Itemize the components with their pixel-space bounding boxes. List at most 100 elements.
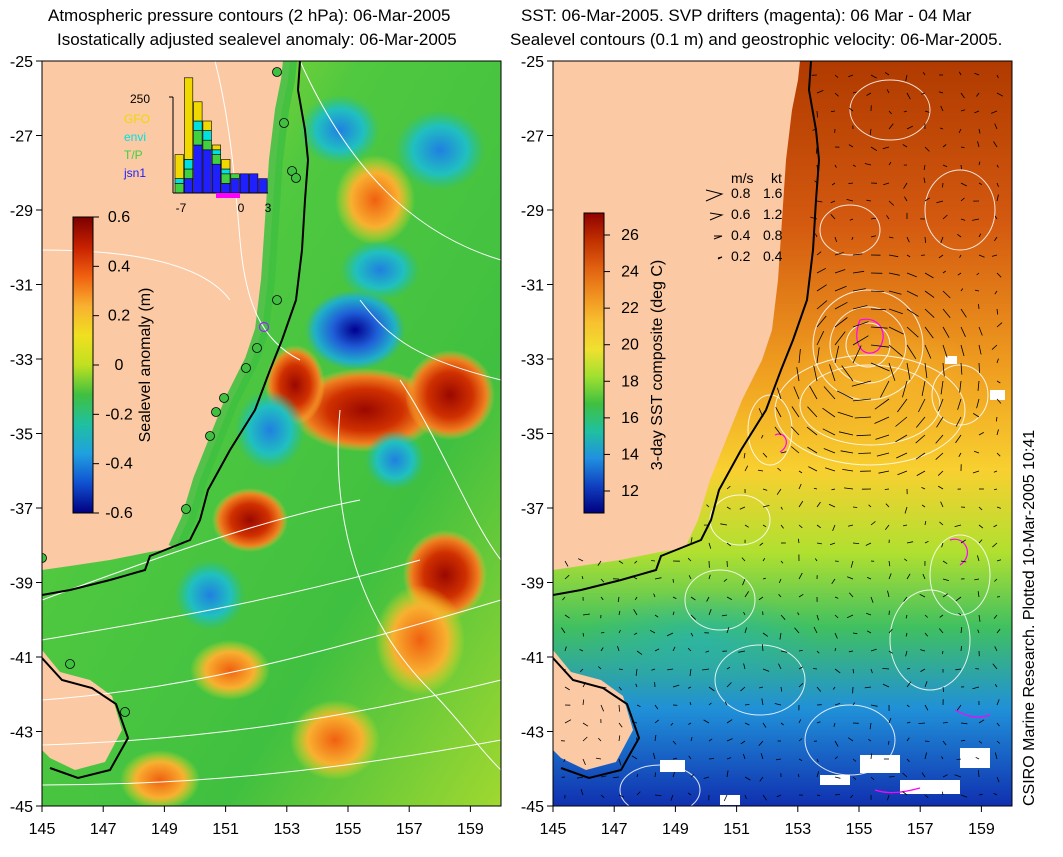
histogram-bar-jsn1 [239,173,249,194]
histogram-legend-label: GFO [124,112,150,126]
colorbar-tick-label: 0.4 [108,258,130,275]
lon-tick-label: 147 [601,821,628,838]
pressure-contours-left [42,61,501,786]
velocity-legend-arrow [713,235,723,240]
lon-tick-label: 157 [396,821,423,838]
left-map-panel [42,61,501,806]
left-title-line1: Atmospheric pressure contours (2 hPa): 0… [48,6,451,25]
velocity-legend-header-ms: m/s [731,170,754,186]
histogram-bar-gfo [211,144,221,151]
geostrophic-velocity-arrows [560,71,1004,802]
histogram-x-tick-label: 0 [238,201,245,215]
velocity-legend-kt: 1.6 [763,185,783,201]
lat-tick-label: -45 [10,799,33,816]
histogram-bar-gfo [193,101,203,122]
histogram-x-tick-label: 3 [265,201,272,215]
coastline-left [42,61,310,596]
sealevel-contours-right [619,79,996,806]
lat-tick-label: -31 [10,278,33,295]
lon-tick-label: 145 [540,821,567,838]
histogram-bar-tp [174,183,184,194]
histogram-bar-tp [202,139,212,151]
lat-tick-label: -25 [10,54,33,71]
velocity-legend-ms: 0.8 [731,185,751,201]
velocity-legend-rows: 0.8 1.6 0.6 1.2 0.4 0.8 0.2 0.4 [705,185,783,264]
lon-tick-label: 155 [335,821,362,838]
histogram-x-ticks: -7 0 3 [176,193,272,215]
histogram-bar-envi [184,159,194,170]
lat-tick-label: -33 [521,352,544,369]
histogram-bar-jsn1 [258,178,268,194]
colorbar-tick-label: 0.2 [108,308,130,325]
lat-tick-label: -27 [10,129,33,146]
histogram-bar-jsn1 [249,173,259,194]
histogram-legend-label: jsn1 [123,166,146,180]
colorbar-tick-label: -0.4 [105,456,133,473]
velocity-legend-kt: 0.8 [763,227,783,243]
histogram-bar-tp [193,130,203,146]
axis-tick-labels: 145 147 149 151 153 155 157 159 -25 -27 -29 -31 -33 -… [10,54,995,838]
histogram-bar-envi [202,130,212,141]
lat-tick-label: -37 [10,501,33,518]
histogram-bars [174,77,268,194]
velocity-legend-arrow [709,212,724,221]
lat-tick-label: -35 [521,427,544,444]
colorbar-tick-label: 0.6 [108,209,130,226]
histogram-legend-label: T/P [124,148,143,162]
lat-tick-label: -33 [10,352,33,369]
histogram-bar-gfo [174,154,184,179]
velocity-legend-ms: 0.6 [731,206,751,222]
velocity-legend-arrow [717,256,723,260]
colorbar-tick-label: 22 [621,300,639,317]
right-colorbar: 26 24 22 20 18 16 14 12 3-day SST composite (de… [583,212,666,514]
lat-tick-label: -43 [10,725,33,742]
lat-tick-label: -35 [10,427,33,444]
velocity-legend-ms: 0.4 [731,227,751,243]
left-colorbar-label: Sealevel anomaly (m) [137,288,154,443]
svp-drifter-tracks [774,318,991,794]
lon-tick-label: 153 [273,821,300,838]
lon-tick-label: 153 [784,821,811,838]
tide-gauge-markers [42,67,301,717]
histogram-today-marker [216,193,240,198]
lon-tick-label: 145 [29,821,56,838]
histogram-bar-tp [230,173,240,179]
left-title-line2: Isostatically adjusted sealevel anomaly:… [57,30,457,49]
velocity-legend-kt: 0.4 [763,248,783,264]
histogram-bar-envi [211,149,221,155]
lon-tick-label: 149 [662,821,689,838]
credit-text: CSIRO Marine Research. Plotted 10-Mar-20… [1021,430,1038,806]
histogram-legend: GFO envi T/P jsn1 [123,112,150,180]
histogram-legend-label: envi [124,130,146,144]
lat-tick-label: -45 [521,799,544,816]
colorbar-tick-label: 14 [621,446,639,463]
histogram-x-tick-label: -7 [176,201,187,215]
left-colorbar: 0.6 0.4 0.2 0 -0.2 -0.4 -0.6 Sealevel anomaly … [72,209,154,522]
lat-tick-label: -39 [521,576,544,593]
lat-tick-label: -31 [521,278,544,295]
lat-tick-label: -41 [521,650,544,667]
lat-tick-label: -41 [10,650,33,667]
lon-tick-label: 151 [723,821,750,838]
coastline-right [553,61,821,596]
lat-tick-label: -25 [521,54,544,71]
lat-tick-label: -43 [521,725,544,742]
histogram-bar-jsn1 [193,144,203,194]
lat-tick-label: -29 [10,203,33,220]
lon-tick-label: 151 [212,821,239,838]
altimeter-histogram: 250 GFO envi T/P jsn1 -7 0 3 [123,77,272,215]
lon-tick-label: 159 [968,821,995,838]
colorbar-tick-label: 24 [621,264,639,281]
right-colorbar-ticks: 26 24 22 20 18 16 14 12 [604,227,639,500]
lat-tick-label: -27 [521,129,544,146]
colorbar-tick-label: 12 [621,483,639,500]
histogram-bar-jsn1 [221,183,231,194]
histogram-bar-gfo [221,159,231,170]
histogram-bar-envi [174,178,184,184]
histogram-bar-jsn1 [211,163,221,194]
colorbar-tick-label: 0 [115,357,124,374]
left-colorbar-ticks: 0.6 0.4 0.2 0 -0.2 -0.4 -0.6 [93,209,133,522]
histogram-bar-jsn1 [184,178,194,194]
colorbar-tick-label: -0.6 [105,505,133,522]
